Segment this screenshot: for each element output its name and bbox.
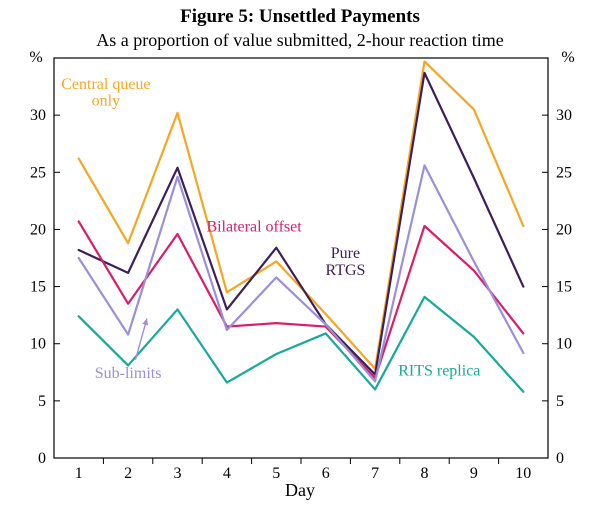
- svg-text:%: %: [29, 49, 42, 66]
- series-label: RITS replica: [398, 363, 480, 380]
- x-axis-label: Day: [0, 480, 600, 501]
- svg-text:%: %: [561, 49, 574, 66]
- series-label: PureRTGS: [325, 245, 365, 279]
- svg-text:20: 20: [556, 221, 572, 238]
- figure-container: Figure 5: Unsettled Payments As a propor…: [0, 0, 600, 512]
- svg-text:15: 15: [556, 279, 572, 296]
- svg-text:30: 30: [30, 107, 46, 124]
- svg-text:30: 30: [556, 107, 572, 124]
- svg-text:25: 25: [30, 164, 46, 181]
- series-label: Central queueonly: [61, 76, 150, 110]
- svg-text:25: 25: [556, 164, 572, 181]
- svg-text:0: 0: [556, 450, 564, 467]
- series-label: Bilateral offset: [206, 219, 302, 236]
- series-label: Sub-limits: [95, 365, 162, 382]
- svg-text:20: 20: [30, 221, 46, 238]
- label-arrow: [136, 319, 147, 360]
- svg-text:10: 10: [30, 336, 46, 353]
- chart-plot: 12345678910005510101515202025253030%%Cen…: [0, 0, 600, 512]
- svg-text:15: 15: [30, 279, 46, 296]
- svg-text:5: 5: [38, 393, 46, 410]
- svg-text:5: 5: [556, 393, 564, 410]
- svg-text:0: 0: [38, 450, 46, 467]
- svg-text:10: 10: [556, 336, 572, 353]
